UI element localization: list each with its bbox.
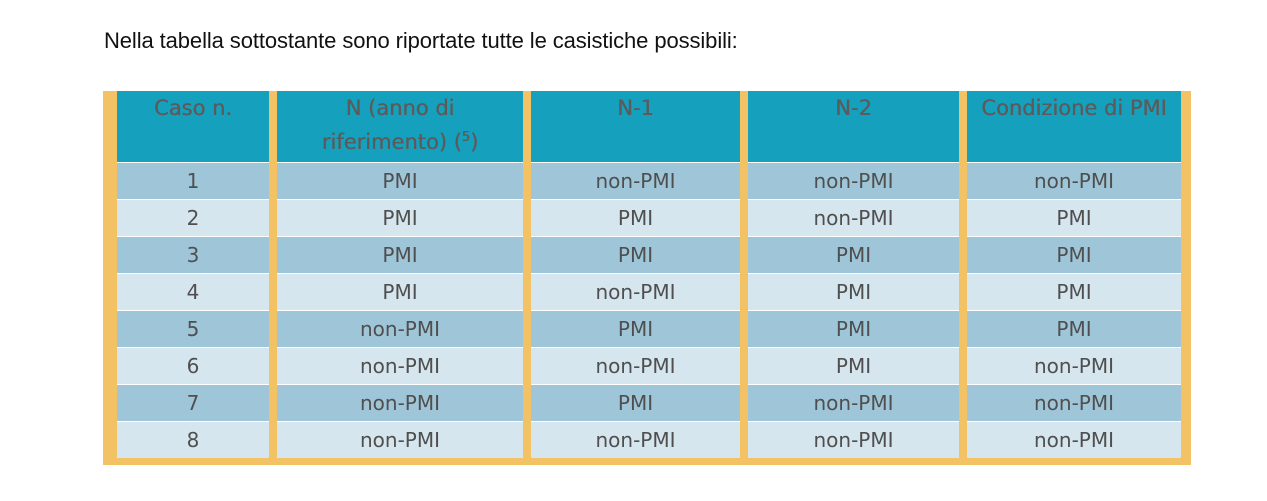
cell-n-1: non-PMI	[531, 421, 740, 458]
cell-condizione: PMI	[967, 199, 1181, 236]
header-condizione: Condizione di PMI	[967, 91, 1181, 162]
cell-n: PMI	[277, 273, 523, 310]
table-row: 5 non-PMI PMI PMI PMI	[117, 310, 1181, 347]
cell-caso: 2	[117, 199, 269, 236]
cell-n-1: PMI	[531, 199, 740, 236]
pmi-table-frame: Caso n. N (anno di riferimento) (5) N-1 …	[103, 91, 1191, 465]
cell-n-1: non-PMI	[531, 162, 740, 199]
cell-n: non-PMI	[277, 347, 523, 384]
cell-condizione: non-PMI	[967, 347, 1181, 384]
cell-n-2: PMI	[748, 236, 959, 273]
cell-n: non-PMI	[277, 384, 523, 421]
cell-n: PMI	[277, 162, 523, 199]
cell-n-1: PMI	[531, 236, 740, 273]
header-anno-riferimento: N (anno di riferimento) (5)	[277, 91, 523, 162]
pmi-cases-table: Caso n. N (anno di riferimento) (5) N-1 …	[109, 91, 1189, 458]
cell-caso: 5	[117, 310, 269, 347]
table-row: 8 non-PMI non-PMI non-PMI non-PMI	[117, 421, 1181, 458]
cell-n-1: PMI	[531, 384, 740, 421]
table-row: 6 non-PMI non-PMI PMI non-PMI	[117, 347, 1181, 384]
cell-n-1: non-PMI	[531, 273, 740, 310]
table-row: 1 PMI non-PMI non-PMI non-PMI	[117, 162, 1181, 199]
cell-n: non-PMI	[277, 310, 523, 347]
cell-caso: 7	[117, 384, 269, 421]
cell-n-1: PMI	[531, 310, 740, 347]
table-header-row: Caso n. N (anno di riferimento) (5) N-1 …	[117, 91, 1181, 162]
cell-n-2: PMI	[748, 347, 959, 384]
cell-caso: 1	[117, 162, 269, 199]
cell-n-2: non-PMI	[748, 421, 959, 458]
cell-n: non-PMI	[277, 421, 523, 458]
cell-n-1: non-PMI	[531, 347, 740, 384]
cell-condizione: PMI	[967, 310, 1181, 347]
header-n-1: N-1	[531, 91, 740, 162]
cell-n-2: PMI	[748, 273, 959, 310]
cell-condizione: non-PMI	[967, 421, 1181, 458]
header-n-line1: N (anno di	[346, 96, 455, 120]
cell-condizione: PMI	[967, 273, 1181, 310]
cell-condizione: non-PMI	[967, 384, 1181, 421]
table-row: 3 PMI PMI PMI PMI	[117, 236, 1181, 273]
table-row: 2 PMI PMI non-PMI PMI	[117, 199, 1181, 236]
cell-n: PMI	[277, 236, 523, 273]
cell-caso: 4	[117, 273, 269, 310]
cell-n-2: non-PMI	[748, 162, 959, 199]
intro-text: Nella tabella sottostante sono riportate…	[104, 28, 738, 54]
header-n-2: N-2	[748, 91, 959, 162]
cell-n-2: non-PMI	[748, 384, 959, 421]
cell-n: PMI	[277, 199, 523, 236]
cell-n-2: non-PMI	[748, 199, 959, 236]
cell-caso: 6	[117, 347, 269, 384]
header-caso: Caso n.	[117, 91, 269, 162]
header-n-close: )	[470, 130, 478, 154]
cell-caso: 8	[117, 421, 269, 458]
cell-caso: 3	[117, 236, 269, 273]
cell-n-2: PMI	[748, 310, 959, 347]
table-row: 7 non-PMI PMI non-PMI non-PMI	[117, 384, 1181, 421]
footnote-ref: 5	[462, 130, 470, 145]
cell-condizione: non-PMI	[967, 162, 1181, 199]
table-row: 4 PMI non-PMI PMI PMI	[117, 273, 1181, 310]
cell-condizione: PMI	[967, 236, 1181, 273]
header-n-line2: riferimento) (	[322, 130, 462, 154]
